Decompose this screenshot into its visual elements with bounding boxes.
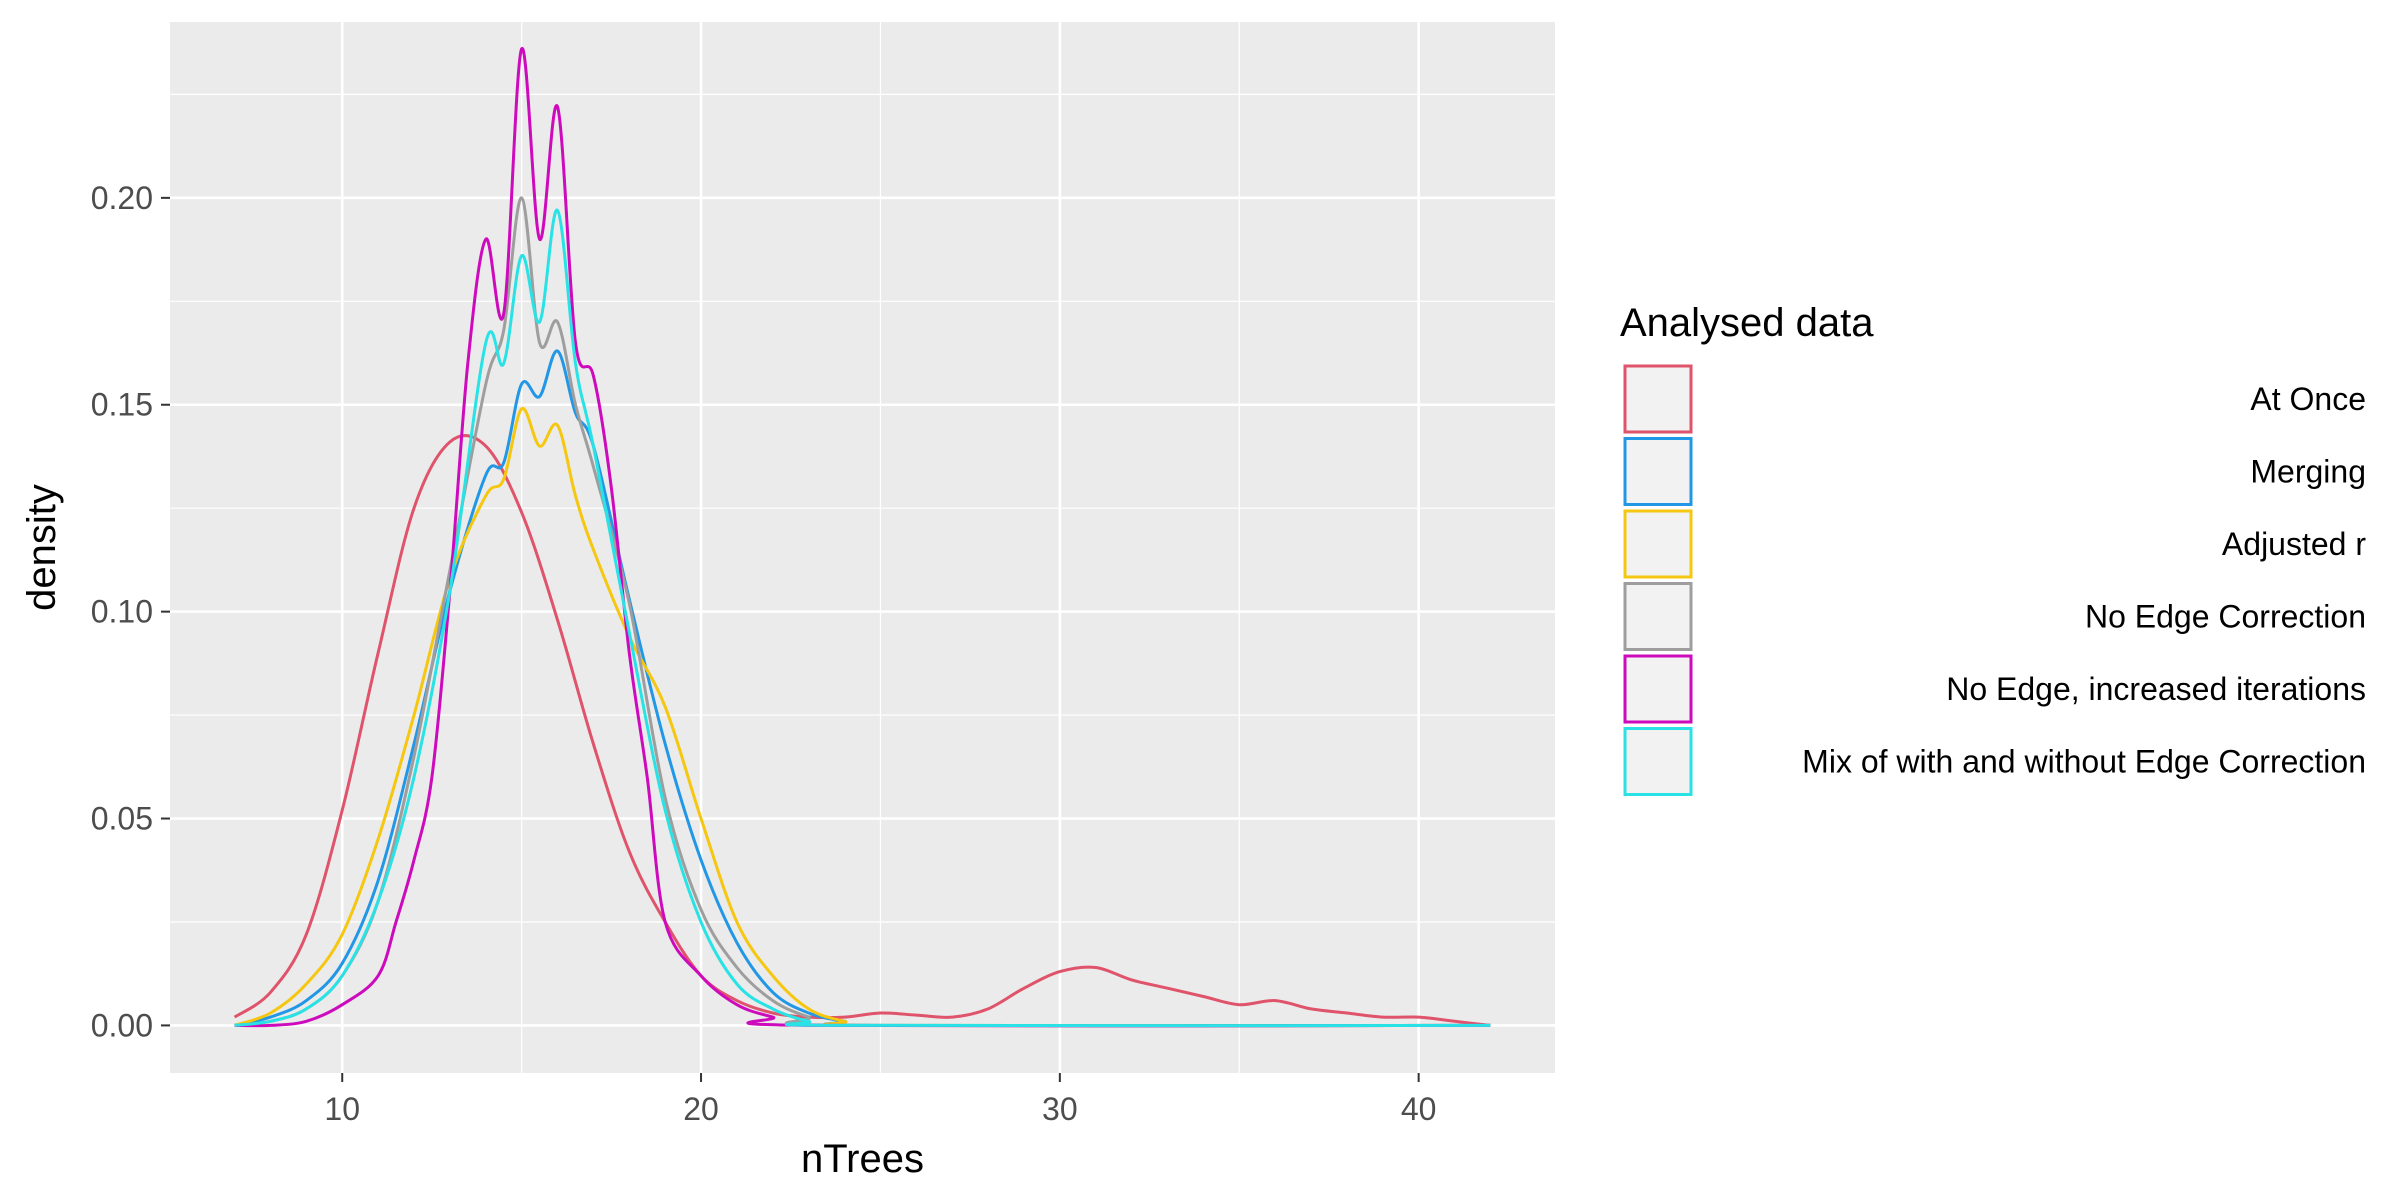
series-line-no-edge-correction <box>234 196 1491 1028</box>
legend-item-at-once: At Once <box>1623 364 2366 434</box>
legend-key <box>1623 437 1693 506</box>
x-axis-title: nTrees <box>801 1137 924 1181</box>
legend-key <box>1623 364 1693 434</box>
legend-items: At Once Merging Adjusted r No Edge Correcti… <box>1623 364 2366 796</box>
y-tick-label: 0.00 <box>91 1007 153 1043</box>
legend-item-no-edge-increased-iterations: No Edge, increased iterations <box>1623 654 2366 724</box>
legend-label: At Once <box>2250 381 2366 417</box>
series-lines <box>233 47 1491 1028</box>
series-line-adjusted-r <box>234 407 1491 1028</box>
y-tick-label: 0.10 <box>91 594 153 630</box>
y-tick-label: 0.20 <box>91 180 153 216</box>
x-axis: 10 20 30 40 <box>324 1073 1436 1127</box>
legend-key <box>1623 654 1693 724</box>
legend-label: No Edge, increased iterations <box>1946 671 2366 707</box>
legend-item-adjusted-r: Adjusted r <box>1623 509 2366 579</box>
legend: Analysed data At Once Merging Adjusted r No… <box>1620 301 2366 796</box>
plot-panel <box>170 22 1555 1073</box>
y-axis: 0.00 0.05 0.10 0.15 0.20 <box>91 180 170 1043</box>
legend-key <box>1623 509 1693 579</box>
legend-label: Merging <box>2250 454 2366 490</box>
legend-item-merging: Merging <box>1623 437 2366 506</box>
x-tick-label: 40 <box>1401 1091 1437 1127</box>
legend-item-mix-of-with-and-without-edge-correction: Mix of with and without Edge Correction <box>1623 727 2366 796</box>
x-tick-label: 30 <box>1042 1091 1078 1127</box>
x-tick-label: 10 <box>324 1091 360 1127</box>
legend-item-no-edge-correction: No Edge Correction <box>1623 582 2366 651</box>
y-tick-label: 0.15 <box>91 387 153 423</box>
series-line-no-edge-increased-iterations <box>234 47 1491 1028</box>
legend-label: Adjusted r <box>2222 526 2366 562</box>
legend-label: No Edge Correction <box>2085 599 2366 635</box>
y-axis-title: density <box>20 484 64 611</box>
legend-title: Analysed data <box>1620 301 1874 345</box>
legend-key <box>1623 582 1693 651</box>
series-line-mix-of-with-and-without-edge-correction <box>234 208 1491 1028</box>
y-tick-label: 0.05 <box>91 801 153 837</box>
legend-key <box>1623 727 1693 796</box>
legend-label: Mix of with and without Edge Correction <box>1802 744 2366 780</box>
x-tick-label: 20 <box>683 1091 719 1127</box>
